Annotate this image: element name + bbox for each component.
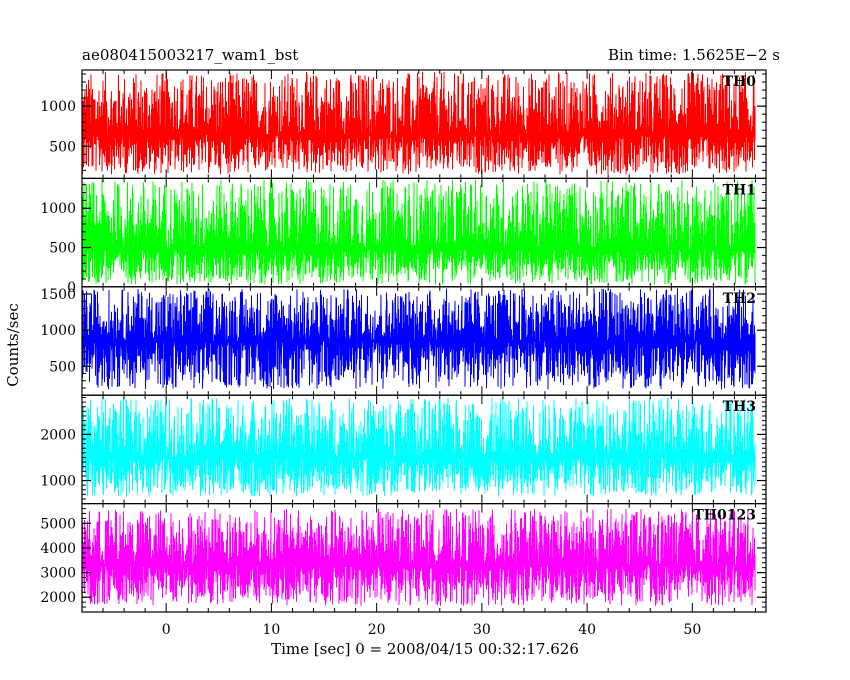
y-tick-label: 500 bbox=[49, 139, 76, 155]
series-th2 bbox=[81, 288, 756, 390]
x-tick-label: 50 bbox=[683, 622, 701, 638]
series-label-th3: TH3 bbox=[723, 399, 756, 415]
y-tick-label: 1000 bbox=[40, 474, 76, 490]
y-tick-label: 500 bbox=[49, 359, 76, 375]
y-tick-label: 2000 bbox=[40, 590, 76, 606]
y-tick-label: 1500 bbox=[40, 287, 76, 303]
series-th1 bbox=[81, 179, 756, 285]
y-tick-label: 1000 bbox=[40, 99, 76, 115]
series-label-th2: TH2 bbox=[723, 291, 756, 307]
y-tick-label: 4000 bbox=[40, 541, 76, 557]
x-tick-label: 10 bbox=[263, 622, 281, 638]
y-tick-label: 3000 bbox=[40, 566, 76, 582]
y-tick-label: 2000 bbox=[40, 427, 76, 443]
y-tick-label: 1000 bbox=[40, 201, 76, 217]
x-tick-label: 20 bbox=[368, 622, 386, 638]
series-th3 bbox=[81, 397, 756, 497]
y-tick-label: 5000 bbox=[40, 516, 76, 532]
series-th0123 bbox=[81, 508, 756, 606]
series-label-th0123: TH0123 bbox=[693, 508, 756, 524]
series-label-th0: TH0 bbox=[723, 74, 757, 90]
series-label-th1: TH1 bbox=[723, 182, 756, 198]
x-tick-label: 40 bbox=[578, 622, 596, 638]
x-tick-label: 0 bbox=[162, 622, 171, 638]
x-axis-label: Time [sec] 0 = 2008/04/15 00:32:17.626 bbox=[271, 640, 579, 658]
series-th0 bbox=[81, 71, 756, 175]
bin-time-label: Bin time: 1.5625E−2 s bbox=[608, 46, 780, 64]
y-tick-label: 0 bbox=[67, 280, 76, 296]
y-tick-label: 500 bbox=[49, 241, 76, 257]
y-axis-label: Counts/sec bbox=[4, 303, 22, 387]
chart-title: ae080415003217_wam1_bst bbox=[82, 46, 298, 64]
y-tick-label: 1000 bbox=[40, 323, 76, 339]
panels: TH05001000TH105001000TH250010001500TH310… bbox=[40, 69, 767, 638]
x-tick-label: 30 bbox=[473, 622, 491, 638]
